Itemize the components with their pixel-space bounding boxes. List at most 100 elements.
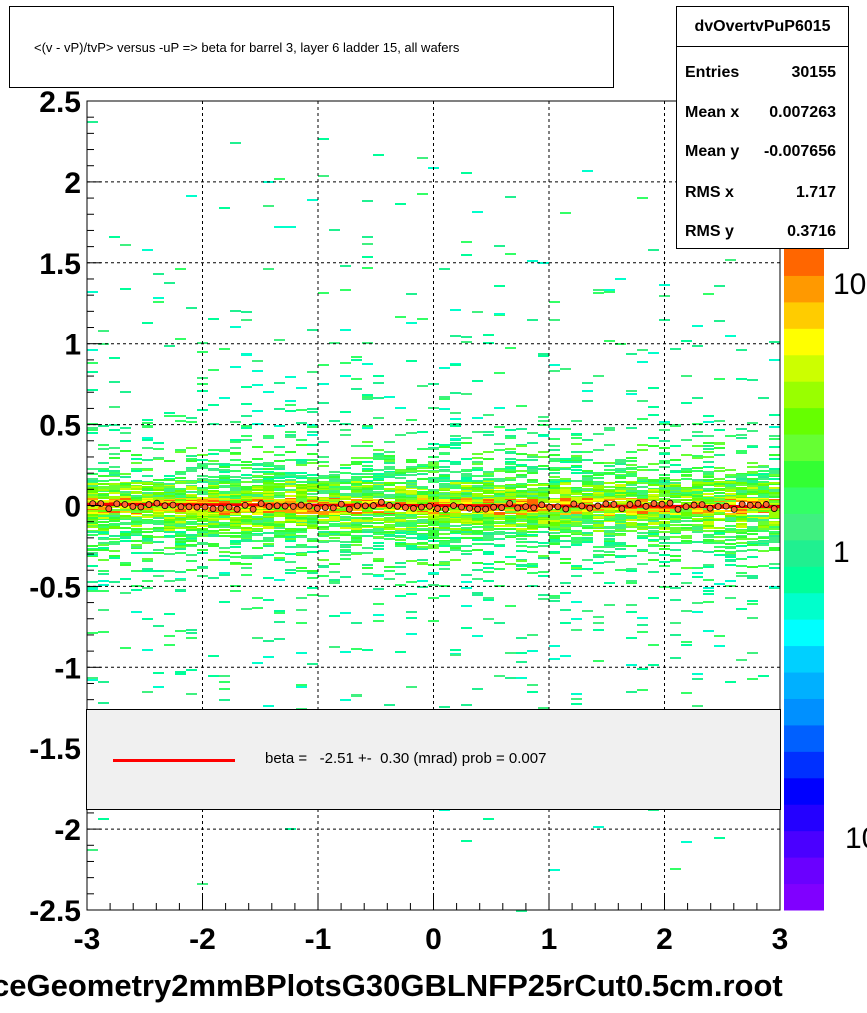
heatmap-cell xyxy=(87,349,98,351)
heatmap-cell xyxy=(516,464,527,466)
heatmap-cell xyxy=(769,549,780,551)
heatmap-cell xyxy=(736,659,747,661)
heatmap-cell xyxy=(582,489,593,491)
heatmap-cell xyxy=(560,521,571,523)
heatmap-cell xyxy=(285,519,296,521)
heatmap-cell xyxy=(516,445,527,447)
heatmap-cell xyxy=(527,454,538,456)
heatmap-cell xyxy=(186,488,197,490)
heatmap-cell xyxy=(252,481,263,483)
heatmap-cell xyxy=(615,492,626,494)
heatmap-cell xyxy=(560,622,571,624)
heatmap-cell xyxy=(439,519,450,521)
heatmap-cell xyxy=(747,526,758,528)
heatmap-cell xyxy=(725,490,736,492)
heatmap-cell xyxy=(483,499,494,501)
heatmap-cell xyxy=(263,435,274,437)
heatmap-cell xyxy=(274,489,285,491)
heatmap-cell xyxy=(549,460,560,462)
heatmap-cell xyxy=(725,554,736,556)
heatmap-cell xyxy=(406,517,417,519)
heatmap-cell xyxy=(670,559,681,561)
heatmap-cell xyxy=(351,526,362,528)
heatmap-cell xyxy=(252,471,263,473)
heatmap-cell xyxy=(472,417,483,419)
heatmap-cell xyxy=(648,545,659,547)
heatmap-cell xyxy=(769,446,780,448)
heatmap-cell xyxy=(241,496,252,498)
heatmap-cell xyxy=(406,512,417,514)
heatmap-cell xyxy=(714,542,725,544)
heatmap-cell xyxy=(725,513,736,515)
heatmap-cell xyxy=(582,400,593,402)
heatmap-cell xyxy=(450,537,461,539)
heatmap-cell xyxy=(659,440,670,442)
heatmap-cell xyxy=(296,553,307,555)
heatmap-cell xyxy=(593,499,604,501)
heatmap-cell xyxy=(219,479,230,481)
heatmap-cell xyxy=(208,655,219,657)
heatmap-cell xyxy=(703,534,714,536)
heatmap-cell xyxy=(483,414,494,416)
heatmap-cell xyxy=(417,431,428,433)
heatmap-cell xyxy=(417,546,428,548)
heatmap-cell xyxy=(285,474,296,476)
heatmap-cell xyxy=(208,545,219,547)
heatmap-cell xyxy=(758,478,769,480)
heatmap-cell xyxy=(637,418,648,420)
heatmap-cell xyxy=(604,546,615,548)
heatmap-cell xyxy=(538,420,549,422)
heatmap-cell xyxy=(395,502,406,504)
heatmap-cell xyxy=(736,480,747,482)
heatmap-cell xyxy=(659,518,670,520)
heatmap-cell xyxy=(472,521,483,523)
heatmap-cell xyxy=(681,524,692,526)
heatmap-cell xyxy=(318,528,329,530)
heatmap-cell xyxy=(131,540,142,542)
heatmap-cell xyxy=(142,419,153,421)
heatmap-cell xyxy=(593,433,604,435)
heatmap-cell xyxy=(758,565,769,567)
heatmap-cell xyxy=(285,553,296,555)
heatmap-cell xyxy=(252,516,263,518)
heatmap-cell xyxy=(538,493,549,495)
heatmap-cell xyxy=(186,460,197,462)
heatmap-cell xyxy=(637,689,648,691)
heatmap-cell xyxy=(725,476,736,478)
heatmap-cell xyxy=(593,494,604,496)
heatmap-cell xyxy=(461,172,472,174)
heatmap-cell xyxy=(439,460,450,462)
heatmap-cell xyxy=(714,454,725,456)
heatmap-cell xyxy=(186,521,197,523)
heatmap-cell xyxy=(769,535,780,537)
heatmap-cell xyxy=(527,525,538,527)
heatmap-cell xyxy=(527,442,538,444)
heatmap-cell xyxy=(219,526,230,528)
heatmap-cell xyxy=(109,424,120,426)
heatmap-cell xyxy=(153,529,164,531)
heatmap-cell xyxy=(747,544,758,546)
heatmap-cell xyxy=(692,678,703,680)
heatmap-cell xyxy=(296,500,307,502)
heatmap-cell xyxy=(318,531,329,533)
heatmap-cell xyxy=(373,528,384,530)
heatmap-cell xyxy=(274,557,285,559)
heatmap-cell xyxy=(472,569,483,571)
heatmap-cell xyxy=(384,538,395,540)
heatmap-cell xyxy=(494,493,505,495)
heatmap-cell xyxy=(197,500,208,502)
heatmap-cell xyxy=(560,513,571,515)
heatmap-cell xyxy=(593,530,604,532)
heatmap-cell xyxy=(164,547,175,549)
heatmap-cell xyxy=(340,479,351,481)
heatmap-cell xyxy=(197,525,208,527)
heatmap-cell xyxy=(98,542,109,544)
heatmap-cell xyxy=(549,524,560,526)
heatmap-cell xyxy=(274,579,285,581)
heatmap-cell xyxy=(373,473,384,475)
heatmap-cell xyxy=(87,545,98,547)
heatmap-cell xyxy=(186,529,197,531)
heatmap-cell xyxy=(604,542,615,544)
heatmap-cell xyxy=(252,510,263,512)
heatmap-cell xyxy=(483,473,494,475)
